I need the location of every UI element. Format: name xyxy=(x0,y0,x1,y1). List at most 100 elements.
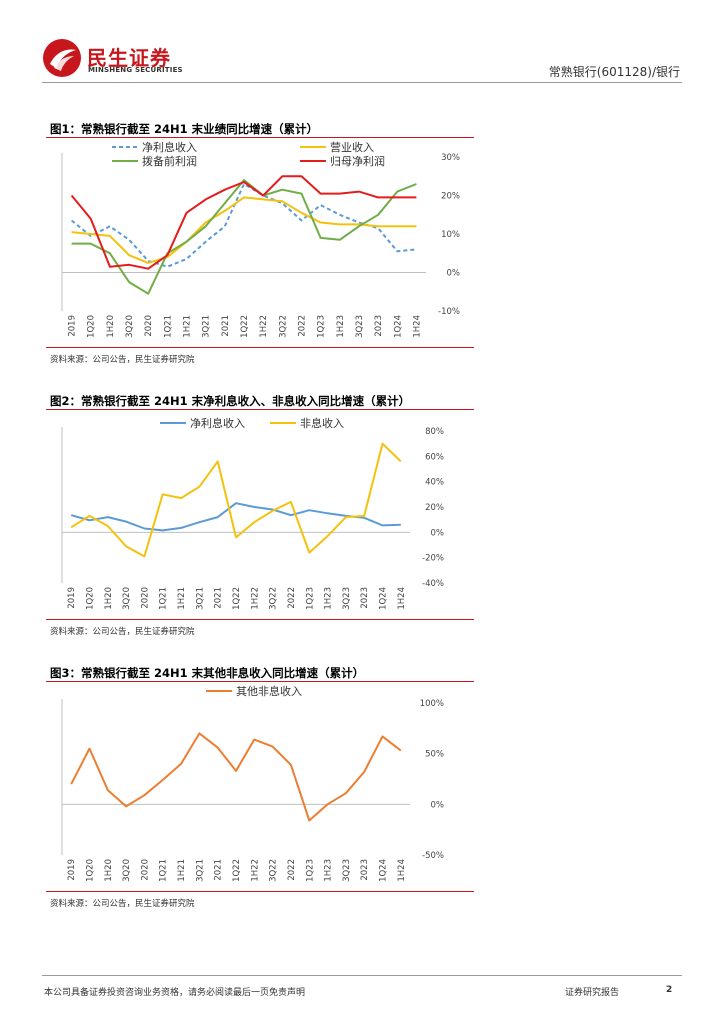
x-tick-label: 2023 xyxy=(360,859,370,881)
x-tick-label: 3Q20 xyxy=(122,859,132,882)
x-tick-label: 1H20 xyxy=(106,315,116,338)
logo-chinese-name: 民生证券 xyxy=(87,46,171,70)
y-tick-label: -10% xyxy=(438,307,460,317)
x-tick-label: 2020 xyxy=(140,587,150,609)
x-tick-label: 2023 xyxy=(374,315,384,337)
legend-label: 归母净利润 xyxy=(330,154,385,168)
x-tick-label: 2021 xyxy=(214,587,224,609)
series-line-归母净利润 xyxy=(70,175,417,270)
x-tick-label: 2019 xyxy=(67,859,77,881)
figure-3-top-rule xyxy=(46,681,474,682)
figure-2-bottom-rule xyxy=(46,619,474,620)
x-tick-label: 1H24 xyxy=(397,859,407,882)
x-tick-label: 1Q21 xyxy=(159,587,169,610)
series-line-拨备前利润 xyxy=(71,179,417,295)
x-tick-label: 1H24 xyxy=(397,587,407,610)
x-tick-label: 2021 xyxy=(214,859,224,881)
legend-label: 营业收入 xyxy=(330,140,374,154)
footer-disclaimer: 本公司具备证券投资咨询业务资格，请务必阅读最后一页免责声明 xyxy=(44,988,306,998)
x-tick-label: 1Q23 xyxy=(305,859,315,882)
figure-3-bottom-rule xyxy=(46,891,474,892)
x-tick-label: 3Q22 xyxy=(269,859,279,882)
y-tick-label: 0% xyxy=(447,269,461,279)
figure-1-title: 图1：常熟银行截至 24H1 末业绩同比增速（累计） xyxy=(50,122,319,136)
x-tick-label: 1H22 xyxy=(259,315,269,338)
y-tick-label: 80% xyxy=(425,427,444,437)
figure-3-chart: -50% 0% 50% 100% 2019 1Q20 1H20 3Q20 2020 1Q21 1H2… xyxy=(61,684,445,882)
x-tick-label: 2020 xyxy=(144,315,154,337)
y-tick-label: -20% xyxy=(422,554,444,564)
figure-2-source: 资料来源：公司公告，民生证券研究院 xyxy=(50,627,195,637)
x-tick-label: 1H20 xyxy=(104,859,114,882)
x-tick-label: 1Q23 xyxy=(305,587,315,610)
x-tick-label: 1H22 xyxy=(250,587,260,610)
legend-label: 其他非息收入 xyxy=(236,684,302,698)
x-tick-label: 1H20 xyxy=(104,587,114,610)
series-line-营业收入 xyxy=(71,196,417,264)
y-tick-label: 50% xyxy=(425,750,444,760)
figure-1-chart: -10% 0% 10% 20% 30% 2019 1Q20 1H20 3Q20 2020 1Q21 1… xyxy=(61,140,461,338)
figure-2-chart: -40% -20% 0% 20% 40% 60% 80% 2019 1Q20 1H20 3Q20 20… xyxy=(61,416,444,610)
x-tick-label: 1H24 xyxy=(412,315,422,338)
y-tick-label: 20% xyxy=(425,503,444,513)
x-tick-label: 3Q23 xyxy=(355,315,365,338)
logo-english-name: MINSHENG SECURITIES xyxy=(88,66,183,74)
x-tick-label: 2019 xyxy=(67,587,77,609)
x-tick-label: 1Q23 xyxy=(317,315,327,338)
x-tick-label: 2019 xyxy=(68,315,78,337)
x-tick-label: 1Q22 xyxy=(240,315,250,338)
report-stock-label: 常熟银行(601128)/银行 xyxy=(548,65,680,79)
y-tick-label: -40% xyxy=(422,579,444,589)
x-tick-label: 1H21 xyxy=(177,859,187,882)
figure-1-top-rule xyxy=(46,137,474,138)
x-tick-label: 2022 xyxy=(287,859,297,881)
x-tick-label: 1H23 xyxy=(324,859,334,882)
figure-3-title: 图3：常熟银行截至 24H1 末其他非息收入同比增速（累计） xyxy=(50,666,365,680)
x-tick-label: 1Q22 xyxy=(232,859,242,882)
footer-report-type: 证券研究报告 xyxy=(565,988,620,998)
x-tick-label: 1Q24 xyxy=(379,587,389,610)
x-tick-label: 1Q20 xyxy=(85,587,95,610)
x-tick-label: 3Q21 xyxy=(195,587,205,610)
x-tick-label: 1H23 xyxy=(336,315,346,338)
x-tick-label: 1Q20 xyxy=(85,859,95,882)
legend-label: 净利息收入 xyxy=(142,140,197,154)
series-line-非息收入 xyxy=(70,442,402,558)
x-tick-label: 2022 xyxy=(287,587,297,609)
x-tick-label: 3Q22 xyxy=(269,587,279,610)
x-tick-label: 3Q20 xyxy=(122,587,132,610)
header-divider xyxy=(42,82,682,83)
x-tick-label: 2020 xyxy=(140,859,150,881)
x-tick-label: 1Q20 xyxy=(87,315,97,338)
x-tick-label: 1Q21 xyxy=(159,859,169,882)
series-line-净利息收入 xyxy=(70,502,401,532)
figure-3-source: 资料来源：公司公告，民生证券研究院 xyxy=(50,899,195,909)
x-tick-label: 3Q22 xyxy=(278,315,288,338)
page-number: 2 xyxy=(666,985,673,995)
y-tick-label: 0% xyxy=(431,800,445,810)
minsheng-logo-icon xyxy=(43,39,81,77)
y-tick-label: 60% xyxy=(425,452,444,462)
x-tick-label: 1Q24 xyxy=(379,859,389,882)
x-tick-label: 1H21 xyxy=(183,315,193,338)
legend-label: 净利息收入 xyxy=(190,416,245,430)
x-tick-label: 1H23 xyxy=(324,587,334,610)
legend-label: 拨备前利润 xyxy=(142,154,197,168)
x-tick-label: 1H22 xyxy=(250,859,260,882)
footer-divider xyxy=(42,975,682,976)
figure-2-top-rule xyxy=(46,409,474,410)
x-tick-label: 1Q22 xyxy=(232,587,242,610)
x-tick-label: 3Q23 xyxy=(342,587,352,610)
y-tick-label: 20% xyxy=(441,192,460,202)
figure-1-source: 资料来源：公司公告，民生证券研究院 xyxy=(50,355,195,365)
legend-label: 非息收入 xyxy=(300,416,344,430)
y-tick-label: 40% xyxy=(425,478,444,488)
x-tick-label: 1Q21 xyxy=(163,315,173,338)
x-tick-label: 2022 xyxy=(297,315,307,337)
x-tick-label: 2021 xyxy=(221,315,231,337)
company-logo: 民生证券 MINSHENG SECURITIES xyxy=(42,38,192,82)
y-tick-label: -50% xyxy=(422,851,444,861)
series-line-其他非息收入 xyxy=(70,732,402,822)
y-tick-label: 10% xyxy=(441,230,460,240)
x-tick-label: 3Q23 xyxy=(342,859,352,882)
